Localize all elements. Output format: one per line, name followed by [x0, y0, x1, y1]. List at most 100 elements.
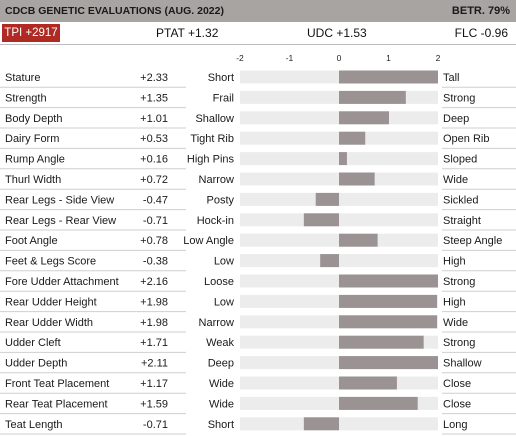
udc-value: UDC +1.53	[307, 26, 367, 40]
axis-tick-label: 2	[436, 53, 441, 63]
high-descriptor: Deep	[443, 113, 469, 125]
axis-tick-label: -1	[286, 53, 294, 63]
reliability-label: BETR. 79%	[451, 5, 510, 17]
trait-value: +1.98	[140, 296, 168, 308]
trait-value: +1.98	[140, 317, 168, 329]
low-descriptor: Low	[214, 256, 234, 268]
trait-label: Rear Legs - Rear View	[5, 215, 116, 227]
bar	[339, 356, 438, 370]
bar	[339, 152, 347, 166]
high-descriptor: Steep Angle	[443, 235, 502, 247]
bar	[315, 192, 339, 206]
trait-label: Udder Depth	[5, 358, 67, 370]
high-descriptor: Wide	[443, 317, 468, 329]
page-title: CDCB GENETIC EVALUATIONS (AUG. 2022)	[5, 5, 224, 17]
low-descriptor: Narrow	[199, 174, 235, 186]
low-descriptor: Frail	[213, 92, 234, 104]
bar	[339, 376, 397, 390]
bar	[339, 315, 438, 329]
trait-label: Dairy Form	[5, 133, 59, 145]
trait-value: -0.47	[143, 194, 168, 206]
index-row: TPI +2917 PTAT +1.32 UDC +1.53 FLC -0.96	[0, 22, 516, 44]
low-descriptor: Tight Rib	[190, 133, 234, 145]
low-descriptor: Narrow	[199, 317, 235, 329]
high-descriptor: Open Rib	[443, 133, 489, 145]
trait-value: +1.35	[140, 92, 168, 104]
bar	[339, 335, 424, 349]
bar	[339, 111, 389, 125]
trait-value: +1.59	[140, 398, 168, 410]
bar	[320, 254, 339, 268]
low-descriptor: Low	[214, 296, 234, 308]
high-descriptor: Tall	[443, 72, 460, 84]
high-descriptor: Shallow	[443, 358, 482, 370]
trait-label: Rear Udder Height	[5, 296, 97, 308]
high-descriptor: High	[443, 256, 466, 268]
axis-tick-label: 0	[337, 53, 342, 63]
trait-value: +0.72	[140, 174, 168, 186]
low-descriptor: Weak	[206, 337, 234, 349]
bar	[339, 396, 418, 410]
bar	[339, 274, 438, 288]
bar	[339, 90, 406, 104]
low-descriptor: Short	[208, 72, 234, 84]
high-descriptor: Wide	[443, 174, 468, 186]
trait-label: Foot Angle	[5, 235, 58, 247]
low-descriptor: Hock-in	[197, 215, 234, 227]
flc-value: FLC -0.96	[454, 26, 508, 40]
trait-value: +0.78	[140, 235, 168, 247]
trait-label: Rump Angle	[5, 154, 65, 166]
bar	[339, 294, 438, 308]
header-bar: CDCB GENETIC EVALUATIONS (AUG. 2022) BET…	[0, 0, 516, 22]
trait-value: +0.53	[140, 133, 168, 145]
trait-value: +1.17	[140, 378, 168, 390]
high-descriptor: Strong	[443, 337, 475, 349]
trait-value: +1.71	[140, 337, 168, 349]
high-descriptor: Sickled	[443, 194, 478, 206]
high-descriptor: Long	[443, 419, 467, 431]
trait-label: Rear Legs - Side View	[5, 194, 114, 206]
low-descriptor: Posty	[206, 194, 234, 206]
axis-tick-label: -2	[236, 53, 244, 63]
bar	[339, 131, 366, 145]
low-descriptor: Low Angle	[183, 235, 234, 247]
low-descriptor: Wide	[209, 378, 234, 390]
trait-label: Strength	[5, 92, 47, 104]
low-descriptor: Wide	[209, 398, 234, 410]
trait-label: Rear Teat Placement	[5, 398, 108, 410]
trait-label: Teat Length	[5, 419, 63, 431]
trait-label: Fore Udder Attachment	[5, 276, 119, 288]
bar	[339, 233, 378, 247]
high-descriptor: Strong	[443, 92, 475, 104]
trait-value: -0.38	[143, 256, 168, 268]
low-descriptor: Short	[208, 419, 234, 431]
trait-value: +1.01	[140, 113, 168, 125]
trait-label: Feet & Legs Score	[5, 256, 96, 268]
trait-value: -0.71	[143, 215, 168, 227]
ptat-value: PTAT +1.32	[156, 26, 219, 40]
low-descriptor: Shallow	[195, 113, 234, 125]
high-descriptor: Close	[443, 378, 471, 390]
high-descriptor: Straight	[443, 215, 481, 227]
bar	[303, 213, 339, 227]
high-descriptor: Strong	[443, 276, 475, 288]
bar	[339, 172, 375, 186]
low-descriptor: Deep	[208, 358, 234, 370]
trait-label: Body Depth	[5, 113, 62, 125]
tpi-badge: TPI +2917	[2, 24, 60, 42]
trait-value: +2.11	[141, 358, 168, 370]
low-descriptor: High Pins	[187, 154, 235, 166]
trait-label: Stature	[5, 72, 40, 84]
header-divider	[0, 44, 516, 45]
trait-label: Udder Cleft	[5, 337, 61, 349]
high-descriptor: Sloped	[443, 154, 477, 166]
trait-value: +2.16	[140, 276, 168, 288]
axis-tick-label: 1	[386, 53, 391, 63]
low-descriptor: Loose	[204, 276, 234, 288]
trait-label: Rear Udder Width	[5, 317, 93, 329]
trait-value: -0.71	[143, 419, 168, 431]
high-descriptor: High	[443, 296, 466, 308]
bar	[303, 417, 339, 431]
trait-label: Thurl Width	[5, 174, 61, 186]
